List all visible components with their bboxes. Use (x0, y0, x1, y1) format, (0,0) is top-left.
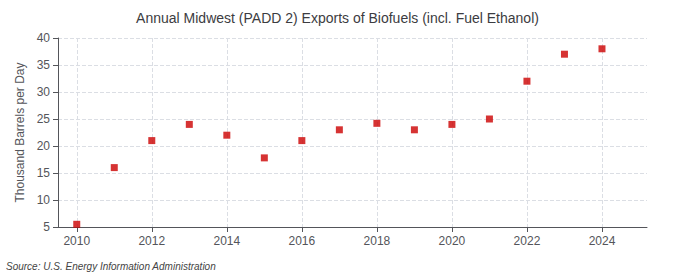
svg-text:5: 5 (43, 220, 50, 234)
svg-text:15: 15 (37, 166, 51, 180)
svg-text:35: 35 (37, 58, 51, 72)
svg-text:2022: 2022 (514, 234, 541, 248)
svg-text:2020: 2020 (439, 234, 466, 248)
svg-text:Annual Midwest (PADD 2) Export: Annual Midwest (PADD 2) Exports of Biofu… (136, 10, 539, 26)
svg-text:20: 20 (37, 139, 51, 153)
svg-text:25: 25 (37, 112, 51, 126)
svg-text:10: 10 (37, 193, 51, 207)
svg-text:40: 40 (37, 31, 51, 45)
svg-text:2014: 2014 (213, 234, 240, 248)
svg-text:2012: 2012 (138, 234, 165, 248)
svg-text:2016: 2016 (289, 234, 316, 248)
svg-text:Thousand Barrels per Day: Thousand Barrels per Day (13, 62, 27, 202)
svg-text:2018: 2018 (364, 234, 391, 248)
svg-text:Source: U.S. Energy Informatio: Source: U.S. Energy Information Administ… (6, 261, 216, 272)
svg-text:30: 30 (37, 85, 51, 99)
svg-text:2010: 2010 (63, 234, 90, 248)
svg-text:2024: 2024 (589, 234, 616, 248)
